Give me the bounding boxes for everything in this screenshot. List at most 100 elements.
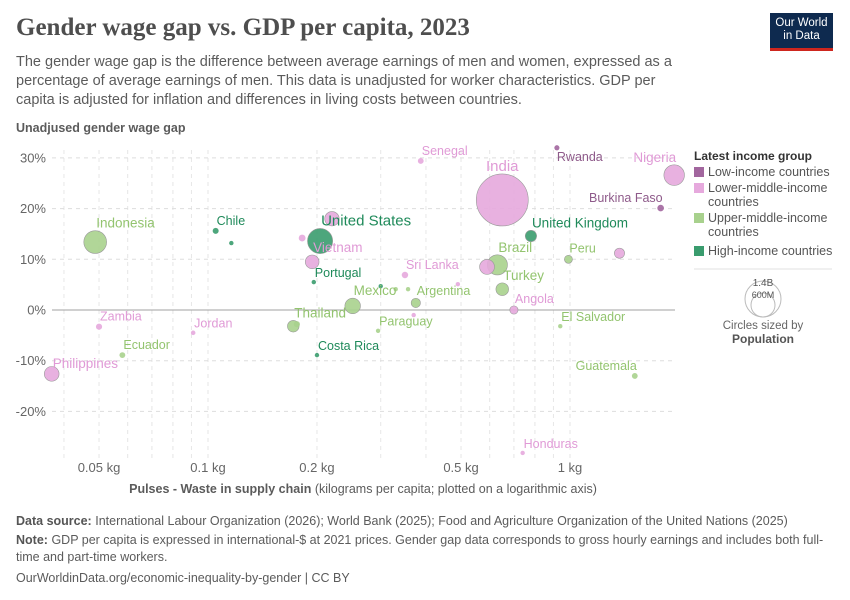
y-axis-label: Unadjused gender wage gap: [16, 121, 186, 135]
data-point: [95, 323, 103, 330]
point-label: United Kingdom: [532, 215, 628, 230]
data-point: [479, 259, 495, 275]
data-point: [307, 228, 333, 254]
y-tick-label: -10%: [16, 353, 47, 368]
point-label: Angola: [515, 292, 554, 306]
logo-line1: Our World: [775, 17, 828, 29]
point-label: Turkey: [503, 268, 544, 283]
data-point: [311, 279, 316, 285]
y-tick-label: 0%: [27, 303, 46, 318]
point-label: Paraguay: [379, 315, 433, 329]
data-point: [83, 230, 107, 254]
point-label: United States: [321, 212, 411, 229]
data-point: [509, 305, 519, 315]
point-label: Sri Lanka: [406, 258, 459, 272]
legend-label: countries: [708, 195, 759, 209]
point-label: Burkina Faso: [589, 191, 663, 205]
point-label: Philippines: [53, 356, 119, 371]
data-point: [558, 324, 563, 329]
chart-subtitle: The gender wage gap is the difference be…: [16, 54, 672, 108]
data-point: [455, 281, 461, 287]
source-text: International Labour Organization (2026)…: [95, 514, 788, 528]
legend-label: countries: [708, 225, 759, 239]
data-point: [375, 328, 381, 333]
point-label: Senegal: [422, 144, 468, 158]
data-point: [344, 297, 361, 315]
x-tick-label: 0.05 kg: [78, 460, 121, 475]
legend-swatch-lower: [694, 183, 704, 193]
x-tick-label: 0.5 kg: [443, 460, 478, 475]
chart-title: Gender wage gap vs. GDP per capita, 2023: [16, 14, 470, 41]
data-point: [298, 234, 306, 242]
data-point: [378, 283, 383, 289]
legend-swatch-upper: [694, 213, 704, 223]
size-legend-variable: Population: [732, 332, 794, 346]
point-label: Indonesia: [96, 216, 155, 231]
data-point: [475, 173, 529, 227]
data-point: [554, 145, 560, 151]
point-label: Zambia: [100, 310, 142, 324]
data-point: [495, 282, 509, 296]
point-label: Costa Rica: [318, 339, 379, 353]
point-label: Chile: [217, 214, 246, 228]
point-label: Nigeria: [633, 150, 676, 165]
note-label: Note:: [16, 533, 48, 547]
x-tick-label: 0.1 kg: [190, 460, 225, 475]
legend-label: Low-income countries: [708, 165, 830, 179]
data-point: [564, 254, 573, 264]
data-point: [44, 366, 60, 382]
legend-title: Latest income group: [694, 149, 812, 163]
data-point: [410, 297, 421, 308]
point-label: Brazil: [498, 240, 532, 255]
data-point: [190, 330, 196, 336]
data-point: [119, 352, 126, 359]
footer-url[interactable]: OurWorldinData.org/economic-inequality-b…: [16, 571, 350, 585]
data-point: [314, 352, 320, 358]
owid-logo[interactable]: Our World in Data: [770, 13, 833, 51]
data-point: [293, 321, 300, 328]
point-label: Portugal: [315, 266, 362, 280]
note-text: GDP per capita is expressed in internati…: [16, 533, 824, 564]
point-label: Vietnam: [313, 240, 362, 255]
point-label: Mexico: [354, 283, 397, 298]
data-point: [631, 372, 638, 379]
data-point: [401, 271, 409, 279]
note: Note: GDP per capita is expressed in int…: [16, 532, 826, 566]
legend-swatch-high: [694, 246, 704, 256]
point-label: Jordan: [194, 317, 232, 331]
size-legend-caption: Circles sized by: [723, 320, 804, 332]
y-tick-label: 30%: [20, 150, 46, 165]
data-point: [663, 164, 685, 186]
data-source: Data source: International Labour Organi…: [16, 513, 826, 530]
point-label: Peru: [569, 241, 595, 255]
point-label: Rwanda: [557, 150, 603, 164]
y-tick-label: 10%: [20, 252, 46, 267]
y-tick-label: -20%: [16, 404, 47, 419]
data-point: [212, 227, 219, 234]
data-point: [229, 240, 234, 246]
data-point: [305, 254, 320, 269]
size-legend-big-label: 1.4B: [753, 278, 774, 289]
y-tick-label: 20%: [20, 201, 46, 216]
data-point: [417, 158, 424, 164]
data-point: [405, 287, 411, 292]
data-point: [614, 247, 625, 259]
data-point: [520, 450, 525, 456]
point-label: Ecuador: [123, 338, 170, 352]
data-point: [657, 204, 664, 212]
point-label: India: [486, 158, 519, 175]
legend-label: Upper-middle-income: [708, 211, 828, 225]
point-label: Thailand: [294, 305, 346, 320]
legend-label: Lower-middle-income: [708, 181, 828, 195]
x-tick-label: 0.2 kg: [299, 460, 334, 475]
point-label: Honduras: [524, 437, 578, 451]
point-label: Argentina: [417, 284, 471, 298]
data-point: [524, 230, 537, 242]
logo-line2: in Data: [783, 30, 820, 42]
legend-label: High-income countries: [708, 244, 832, 258]
size-legend-small-label: 600M: [752, 290, 775, 300]
x-axis-label: Pulses - Waste in supply chain (kilogram…: [129, 482, 597, 496]
data-point: [411, 312, 416, 318]
data-point: [324, 211, 340, 227]
